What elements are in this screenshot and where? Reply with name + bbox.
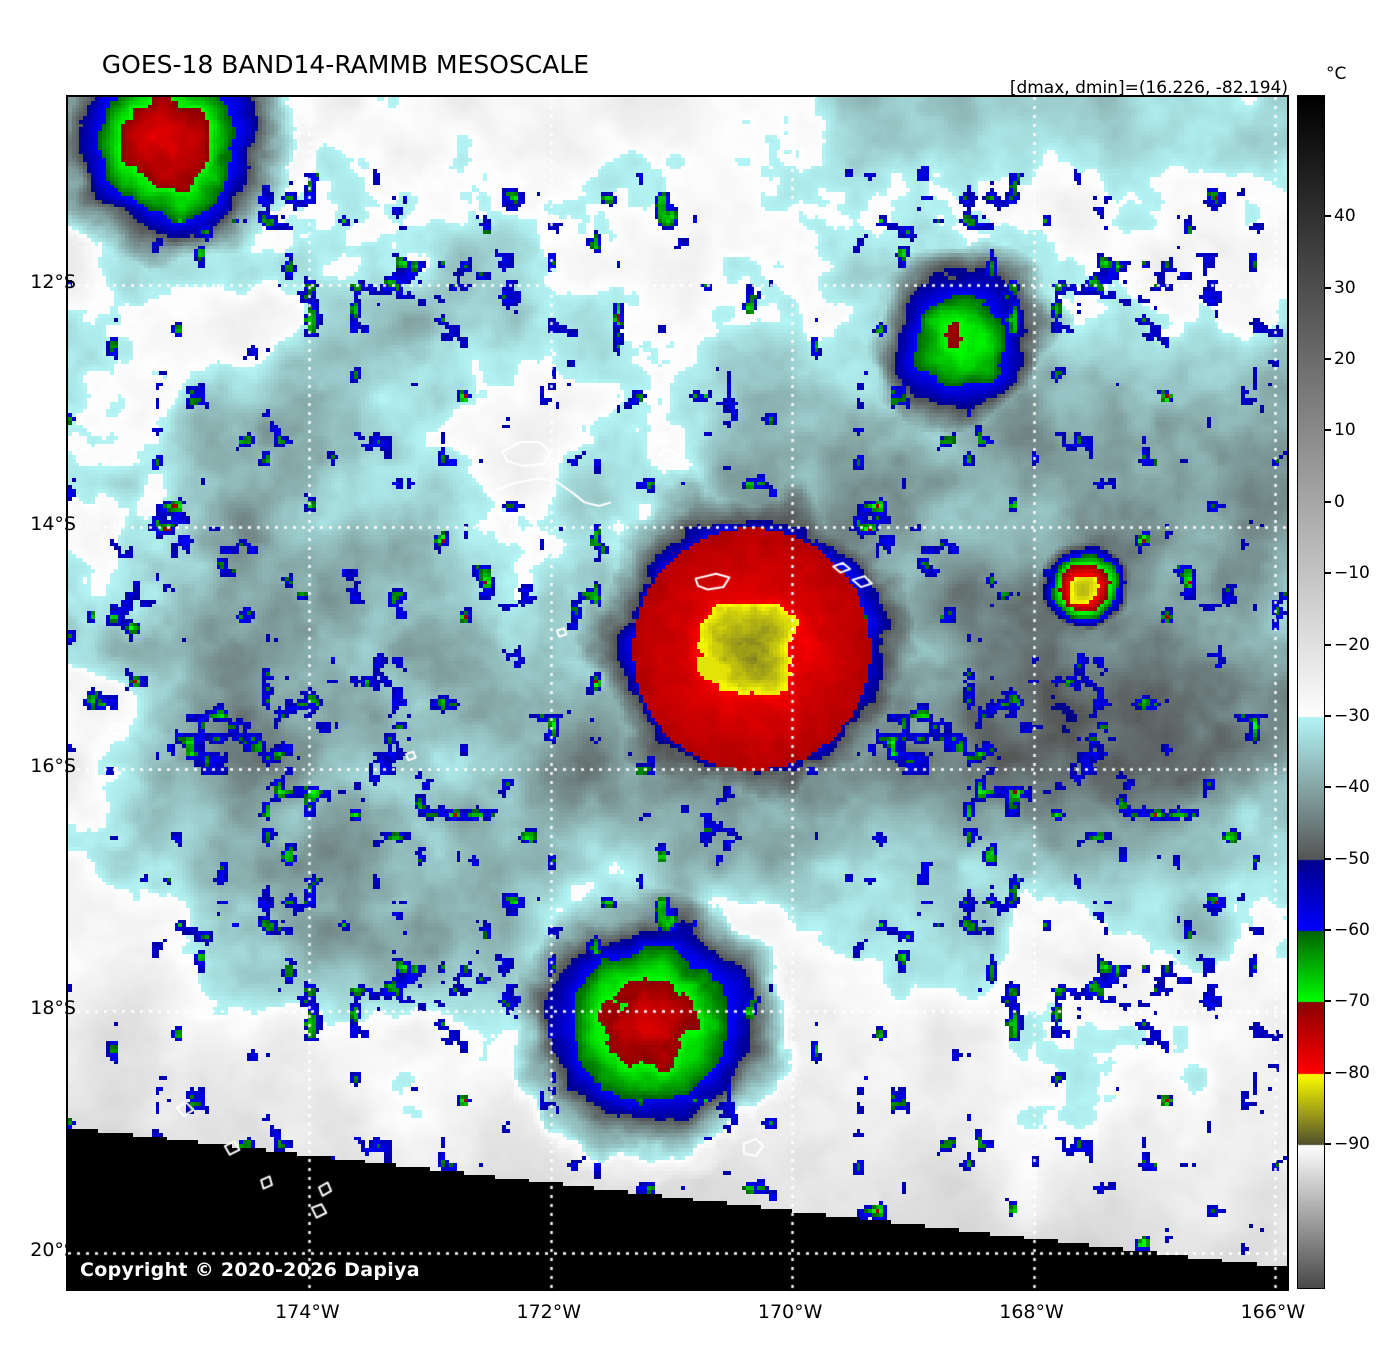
x-axis-tick-label: 172°W <box>516 1301 582 1323</box>
plot-inner: Copyright © 2020-2026 Dapiya <box>68 97 1287 1289</box>
colorbar-tick-label: −20 <box>1334 634 1370 655</box>
colorbar-tick-mark <box>1324 643 1331 646</box>
colorbar-tick-mark <box>1324 572 1331 575</box>
colorbar-tick-label: 40 <box>1334 206 1356 227</box>
y-axis-tick-label: 18°S <box>30 996 76 1019</box>
colorbar-tick-label: −90 <box>1334 1134 1370 1155</box>
colorbar-tick-label: 0 <box>1334 491 1345 512</box>
colorbar-tick-mark <box>1324 714 1331 717</box>
colorbar-gradient <box>1298 96 1324 1288</box>
colorbar-tick-mark <box>1324 786 1331 789</box>
y-axis-tick-label: 12°S <box>30 270 76 293</box>
colorbar-tick-label: −80 <box>1334 1062 1370 1083</box>
satellite-map-plot[interactable]: Copyright © 2020-2026 Dapiya <box>66 95 1289 1291</box>
colorbar-tick-mark <box>1324 358 1331 361</box>
x-axis-tick-label: 174°W <box>275 1301 340 1323</box>
colorbar-unit-label: °C <box>1326 64 1347 84</box>
colorbar-tick-label: −60 <box>1334 920 1370 941</box>
colorbar-tick-mark <box>1324 500 1331 503</box>
copyright-label: Copyright © 2020-2026 Dapiya <box>80 1259 420 1281</box>
x-axis-tick-label: 170°W <box>757 1301 823 1323</box>
page-title: GOES-18 BAND14-RAMMB MESOSCALE <box>101 50 590 79</box>
colorbar-tick-label: 10 <box>1334 420 1356 441</box>
colorbar-tick-label: −40 <box>1334 777 1370 798</box>
colorbar-tick-mark <box>1324 1071 1331 1074</box>
colorbar-tick-mark <box>1324 286 1331 289</box>
colorbar-tick-mark <box>1324 857 1331 860</box>
y-axis-tick-label: 16°S <box>30 754 76 777</box>
colorbar-tick-mark <box>1324 215 1331 218</box>
colorbar-tick-label: −70 <box>1334 991 1370 1012</box>
temperature-colorbar[interactable] <box>1297 95 1325 1289</box>
colorbar-tick-label: 20 <box>1334 349 1356 370</box>
colorbar-tick-label: −10 <box>1334 563 1370 584</box>
colorbar-tick-mark <box>1324 929 1331 932</box>
x-axis-tick-label: 166°W <box>1240 1301 1306 1323</box>
colorbar-tick-mark <box>1324 429 1331 432</box>
colorbar-tick-mark <box>1324 1143 1331 1146</box>
y-axis-tick-label: 14°S <box>30 512 76 535</box>
colorbar-tick-mark <box>1324 1000 1331 1003</box>
colorbar-tick-label: 30 <box>1334 277 1356 298</box>
colorbar-tick-label: −30 <box>1334 705 1370 726</box>
x-axis-tick-label: 168°W <box>999 1301 1064 1323</box>
colorbar-tick-label: −50 <box>1334 848 1370 869</box>
lat-lon-gridlines-layer <box>68 97 1287 1289</box>
dmax-dmin-label: [dmax, dmin]=(16.226, -82.194) <box>1009 78 1288 98</box>
y-axis-tick-label: 20°S <box>30 1238 76 1261</box>
